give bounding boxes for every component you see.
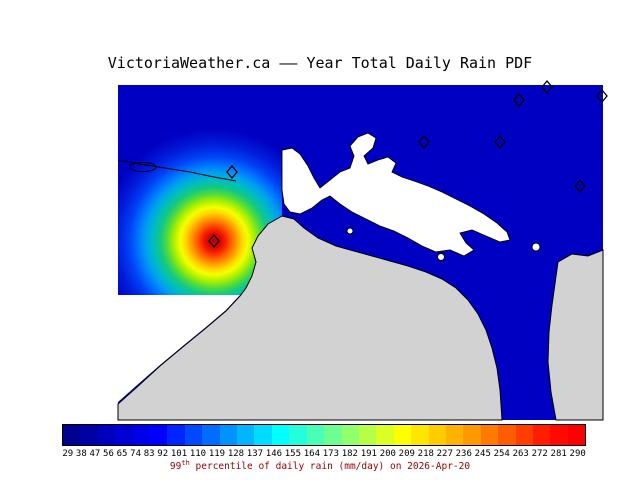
colorbar-segment [271, 425, 290, 445]
colorbar-tick-label: 290 [569, 449, 586, 459]
colorbar-segment [115, 425, 133, 445]
colorbar-segment [237, 425, 255, 445]
colorbar-tick-label: 281 [550, 449, 567, 459]
colorbar-segment [289, 425, 307, 445]
small-island [346, 227, 354, 235]
colorbar-segment [358, 425, 377, 445]
colorbar-segment [411, 425, 429, 445]
colorbar-segment [63, 425, 81, 445]
colorbar-tick-label: 56 [103, 449, 114, 459]
colorbar-tick-label: 83 [143, 449, 155, 459]
right-islands [547, 249, 604, 421]
colorbar-tick-label: 245 [474, 449, 491, 459]
colorbar-tick-label: 47 [89, 449, 101, 459]
station-marker[interactable] [418, 134, 430, 150]
colorbar-segment [167, 425, 185, 445]
colorbar-segment [567, 425, 586, 445]
colorbar-segment [480, 425, 499, 445]
colorbar-segment [341, 425, 359, 445]
colorbar-tick-label: 74 [130, 449, 142, 459]
colorbar-segment [219, 425, 238, 445]
colorbar-segment [97, 425, 116, 445]
colorbar-segment [428, 425, 446, 445]
colorbar-segment [80, 425, 98, 445]
colorbar-tick-label: 137 [246, 449, 264, 459]
archipelago [281, 132, 511, 257]
colorbar-tick-label: 209 [398, 449, 415, 459]
colorbar-tick-label: 254 [493, 449, 510, 459]
colorbar-tick-label: 146 [265, 449, 283, 459]
mainland [117, 215, 503, 421]
colorbar-tick-label: 191 [360, 449, 377, 459]
station-marker[interactable] [494, 134, 506, 150]
colorbar [62, 424, 586, 446]
colorbar-tick-label: 182 [341, 449, 358, 459]
colorbar-tick-label: 128 [227, 449, 245, 459]
colorbar-tick-label: 263 [512, 449, 529, 459]
station-marker[interactable] [596, 88, 608, 104]
colorbar-segment [498, 425, 516, 445]
colorbar-tick-label: 227 [436, 449, 453, 459]
colorbar-segment [532, 425, 551, 445]
colorbar-segment [515, 425, 533, 445]
figure-title: VictoriaWeather.ca –– Year Total Daily R… [107, 54, 533, 72]
station-marker[interactable] [513, 92, 525, 108]
colorbar-segment [393, 425, 412, 445]
colorbar-segment [550, 425, 568, 445]
colorbar-segment [202, 425, 220, 445]
colorbar-segment [184, 425, 203, 445]
colorbar-caption: 99th percentile of daily rain (mm/day) o… [0, 458, 640, 472]
station-marker[interactable] [208, 233, 220, 249]
colorbar-tick-label: 29 [62, 449, 74, 459]
colorbar-tick-label: 236 [455, 449, 472, 459]
colorbar-tick-label: 272 [531, 449, 548, 459]
station-marker[interactable] [226, 164, 238, 180]
colorbar-segment [132, 425, 151, 445]
rain-pdf-hotspot [118, 85, 282, 295]
no-data-region [118, 295, 240, 402]
colorbar-tick-label: 119 [208, 449, 226, 459]
station-marker[interactable] [574, 178, 586, 194]
colorbar-segment [150, 425, 168, 445]
colorbar-tick-label: 101 [170, 449, 188, 459]
colorbar-tick-label: 110 [189, 449, 207, 459]
colorbar-segment [463, 425, 481, 445]
colorbar-tick-label: 200 [379, 449, 396, 459]
station-markers [208, 79, 608, 249]
colorbar-segment [254, 425, 272, 445]
caption-text: percentile of daily rain (mm/day) on 202… [189, 461, 471, 472]
colorbar-segment [324, 425, 342, 445]
colorbar-tick-label: 164 [303, 449, 321, 459]
colorbar-segment [306, 425, 325, 445]
colorbar-tick-label: 92 [157, 449, 169, 459]
caption-percentile-number: 99 [169, 461, 182, 472]
colorbar-tick-label: 218 [417, 449, 434, 459]
caption-superscript: th [181, 458, 190, 467]
inlet-outline [129, 162, 157, 172]
colorbar-segment [376, 425, 394, 445]
colorbar-tick-label: 173 [322, 449, 339, 459]
station-marker[interactable] [541, 79, 553, 95]
colorbar-tick-labels: 29 38 47 56 65 74 83 92 101 110 119 128 137 146 155 164… [61, 449, 587, 459]
colorbar-tick-label: 65 [116, 449, 128, 459]
colorbar-segment [445, 425, 464, 445]
colorbar-tick-label: 38 [75, 449, 87, 459]
colorbar-tick-label: 155 [284, 449, 302, 459]
small-island [531, 242, 541, 252]
small-island [437, 253, 445, 261]
